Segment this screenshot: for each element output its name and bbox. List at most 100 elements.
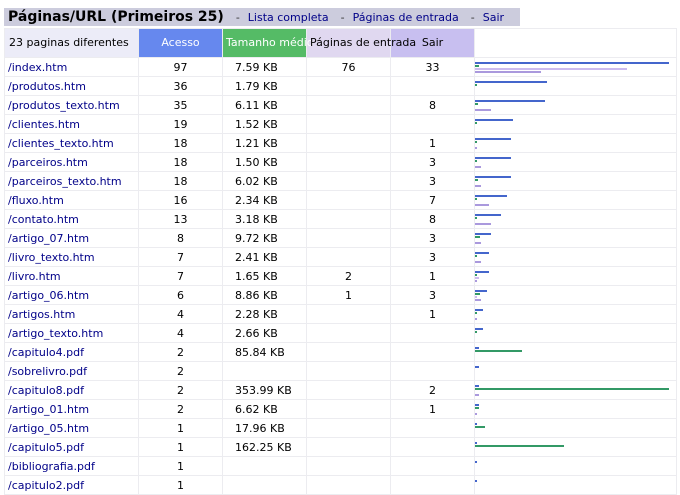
acesso-cell: 7 [138, 247, 223, 267]
url-link[interactable]: /livro_texto.htm [4, 247, 139, 267]
acesso-cell: 35 [138, 95, 223, 115]
url-link[interactable]: /parceiros_texto.htm [4, 171, 139, 191]
tamanho-bar [475, 236, 480, 238]
tamanho-bar [475, 312, 477, 314]
entrada-cell: 76 [306, 57, 391, 77]
url-link[interactable]: /produtos_texto.htm [4, 95, 139, 115]
sair-cell [390, 361, 475, 381]
tamanho-cell: 2.28 KB [222, 304, 307, 324]
url-link[interactable]: /capitulo2.pdf [4, 475, 139, 495]
acesso-bar [475, 176, 511, 178]
url-link[interactable]: /artigo_01.htm [4, 399, 139, 419]
table-body: /index.htm 97 7.59 KB 76 33/produtos.htm 36 1.… [4, 57, 677, 495]
tamanho-cell: 6.11 KB [222, 95, 307, 115]
acesso-cell: 1 [138, 456, 223, 476]
column-header-sair: Sair [390, 28, 475, 58]
acesso-bar [475, 233, 491, 235]
link-full-list[interactable]: Lista completa [247, 10, 329, 24]
tamanho-cell: 85.84 KB [222, 342, 307, 362]
table-row: /livro_texto.htm 7 2.41 KB 3 [4, 247, 677, 267]
entrada-cell [306, 95, 391, 115]
url-link[interactable]: /contato.htm [4, 209, 139, 229]
url-link[interactable]: /capitulo8.pdf [4, 380, 139, 400]
table-row: /contato.htm 13 3.18 KB 8 [4, 209, 677, 229]
bar-graph-cell [474, 418, 677, 438]
acesso-bar [475, 328, 483, 330]
sair-cell: 33 [390, 57, 475, 77]
table-row: /fluxo.htm 16 2.34 KB 7 [4, 190, 677, 210]
url-link[interactable]: /capitulo4.pdf [4, 342, 139, 362]
acesso-bar [475, 195, 507, 197]
tamanho-bar [475, 84, 477, 86]
tamanho-cell: 6.62 KB [222, 399, 307, 419]
table-row: /produtos_texto.htm 35 6.11 KB 8 [4, 95, 677, 115]
tamanho-bar [475, 331, 477, 333]
link-exit-pages[interactable]: Sair [482, 10, 505, 24]
tamanho-cell: 1.79 KB [222, 76, 307, 96]
acesso-cell: 2 [138, 361, 223, 381]
url-link[interactable]: /artigos.htm [4, 304, 139, 324]
acesso-bar [475, 100, 545, 102]
sair-cell [390, 437, 475, 457]
sair-cell: 1 [390, 304, 475, 324]
url-link[interactable]: /clientes_texto.htm [4, 133, 139, 153]
url-link[interactable]: /index.htm [4, 57, 139, 77]
url-link[interactable]: /artigo_07.htm [4, 228, 139, 248]
url-link[interactable]: /artigo_05.htm [4, 418, 139, 438]
acesso-cell: 18 [138, 152, 223, 172]
table-row: /bibliografia.pdf 1 [4, 456, 677, 476]
entrada-cell [306, 114, 391, 134]
bar-graph-cell [474, 95, 677, 115]
acesso-bar [475, 214, 501, 216]
sair-bar [475, 166, 481, 168]
bar-graph-cell [474, 361, 677, 381]
bar-graph-cell [474, 285, 677, 305]
entrada-cell [306, 247, 391, 267]
sair-bar [475, 71, 541, 73]
sair-cell [390, 418, 475, 438]
url-link[interactable]: /parceiros.htm [4, 152, 139, 172]
acesso-bar [475, 480, 477, 482]
acesso-bar [475, 404, 479, 406]
pages-table: 23 paginas diferentes Acesso Tamanho méd… [4, 28, 677, 495]
sair-bar [475, 223, 491, 225]
entrada-cell [306, 171, 391, 191]
acesso-bar [475, 81, 547, 83]
url-link[interactable]: /livro.htm [4, 266, 139, 286]
tamanho-bar [475, 179, 478, 181]
sair-bar [475, 413, 477, 415]
acesso-cell: 19 [138, 114, 223, 134]
entrada-cell [306, 209, 391, 229]
acesso-bar [475, 366, 479, 368]
acesso-bar [475, 271, 489, 273]
url-link[interactable]: /sobrelivro.pdf [4, 361, 139, 381]
url-link[interactable]: /bibliografia.pdf [4, 456, 139, 476]
entrada-cell [306, 399, 391, 419]
url-link[interactable]: /fluxo.htm [4, 190, 139, 210]
sair-cell: 1 [390, 133, 475, 153]
bar-graph-cell [474, 133, 677, 153]
url-link[interactable]: /produtos.htm [4, 76, 139, 96]
tamanho-bar [475, 217, 477, 219]
acesso-cell: 4 [138, 304, 223, 324]
tamanho-cell: 2.34 KB [222, 190, 307, 210]
acesso-bar [475, 347, 479, 349]
link-entry-pages[interactable]: Páginas de entrada [352, 10, 459, 24]
tamanho-cell [222, 361, 307, 381]
url-link[interactable]: /artigo_06.htm [4, 285, 139, 305]
tamanho-bar [475, 122, 477, 124]
entrada-cell: 2 [306, 266, 391, 286]
url-link[interactable]: /capitulo5.pdf [4, 437, 139, 457]
tamanho-bar [475, 293, 480, 295]
url-link[interactable]: /clientes.htm [4, 114, 139, 134]
tamanho-cell: 1.21 KB [222, 133, 307, 153]
tamanho-cell: 7.59 KB [222, 57, 307, 77]
tamanho-cell: 2.41 KB [222, 247, 307, 267]
table-row: /clientes_texto.htm 18 1.21 KB 1 [4, 133, 677, 153]
bar-graph-cell [474, 57, 677, 77]
sair-cell [390, 323, 475, 343]
url-link[interactable]: /artigo_texto.htm [4, 323, 139, 343]
bar-graph-cell [474, 171, 677, 191]
sair-bar [475, 185, 481, 187]
tamanho-cell: 2.66 KB [222, 323, 307, 343]
